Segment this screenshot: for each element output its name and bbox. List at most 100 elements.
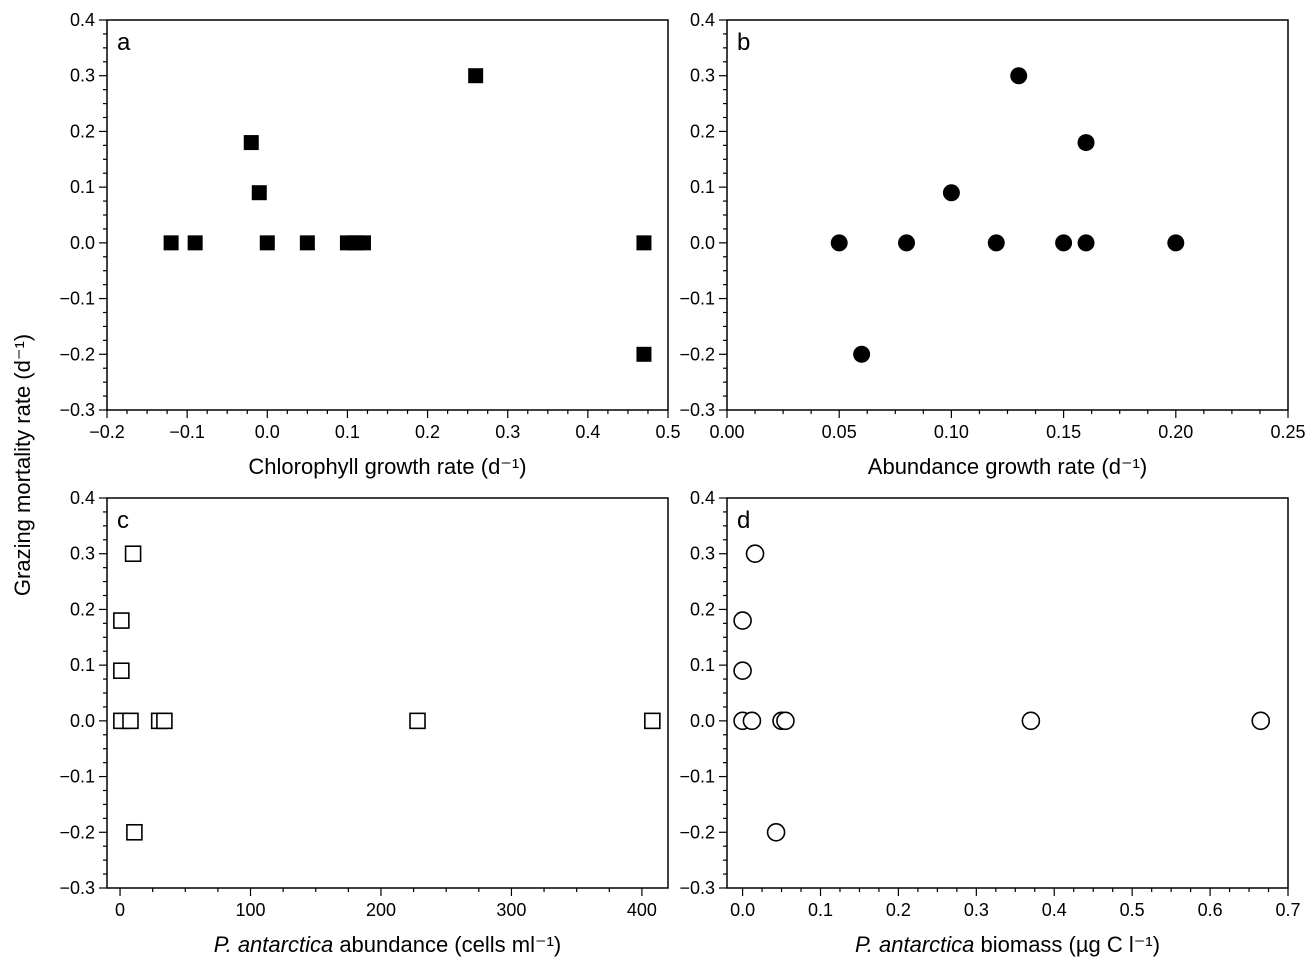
plot-frame [106, 497, 669, 889]
data-point [733, 611, 752, 630]
y-tick-label: −0.3 [59, 878, 95, 898]
panel-letter: a [117, 29, 131, 56]
data-point [1167, 234, 1185, 252]
y-tick-label: 0.0 [70, 711, 95, 731]
data-point [156, 712, 173, 730]
x-axis-label: P. antarctica abundance (cells ml⁻¹) [214, 932, 562, 957]
x-tick-label: 0.5 [1120, 900, 1145, 920]
data-point [898, 234, 916, 252]
plot-frame [726, 497, 1289, 889]
panel-letter: d [737, 507, 750, 534]
y-tick-label: −0.1 [679, 767, 715, 787]
x-tick-label: 0.4 [1042, 900, 1067, 920]
x-tick-label: −0.1 [169, 422, 205, 442]
panel-c: c −0.3 −0.2 −0.1 0.0 0.1 0.2 0.3 0.4 0 100 200 300 40… [59, 488, 669, 957]
data-point [113, 662, 130, 680]
x-tick-label: 0.10 [934, 422, 969, 442]
x-axis-label: Chlorophyll growth rate (d⁻¹) [248, 454, 526, 479]
y-tick-label: 0.3 [690, 544, 715, 564]
data-point [243, 135, 259, 151]
data-point [1077, 234, 1095, 252]
data-point [187, 235, 203, 251]
x-tick-label: 0.15 [1046, 422, 1081, 442]
panel-d: d −0.3 −0.2 −0.1 0.0 0.1 0.2 0.3 0.4 0.0 0.1 0.2 0.3… [679, 488, 1300, 957]
plot-frame [726, 19, 1289, 411]
y-tick-label: −0.3 [679, 878, 715, 898]
y-tick-label: 0.4 [690, 10, 715, 30]
data-point [733, 661, 752, 681]
y-tick-label: 0.2 [70, 121, 95, 141]
y-tick-label: −0.1 [679, 289, 715, 309]
data-point [251, 185, 267, 201]
x-tick-label: 0.1 [335, 422, 360, 442]
y-tick-label: 0.1 [690, 177, 715, 197]
shared-y-axis-label: Grazing mortality rate (d⁻¹) [10, 334, 35, 596]
x-tick-label: 100 [235, 900, 265, 920]
data-point [644, 712, 661, 730]
x-tick-label: −0.2 [89, 422, 125, 442]
panel-b: b −0.3 −0.2 −0.1 0.0 0.1 0.2 0.3 0.4 0.00 0.05 0.10… [679, 10, 1305, 479]
data-point [1251, 711, 1271, 731]
y-tick-label: 0.4 [70, 10, 95, 30]
x-axis-label: P. antarctica biomass (µg C l⁻¹) [855, 932, 1160, 957]
data-point [1010, 67, 1028, 85]
x-tick-label: 0.6 [1198, 900, 1223, 920]
data-point [122, 712, 139, 730]
y-tick-label: −0.1 [59, 767, 95, 787]
data-point [355, 235, 371, 251]
data-point [853, 345, 871, 363]
data-point [1077, 134, 1095, 152]
x-tick-label: 0.0 [730, 900, 755, 920]
y-tick-label: 0.2 [70, 599, 95, 619]
y-tick-label: −0.3 [59, 400, 95, 420]
y-tick-label: 0.2 [690, 121, 715, 141]
data-point [126, 823, 143, 841]
x-tick-label: 400 [627, 900, 657, 920]
x-tick-label: 0.3 [495, 422, 520, 442]
data-point [113, 612, 130, 629]
y-tick-label: 0.1 [70, 177, 95, 197]
data-point [1055, 234, 1073, 252]
x-tick-label: 0.7 [1275, 900, 1300, 920]
x-tick-label: 0.4 [575, 422, 600, 442]
x-tick-label: 0.20 [1158, 422, 1193, 442]
data-point [1021, 711, 1041, 731]
data-point [636, 235, 652, 251]
y-tick-label: 0.3 [70, 66, 95, 86]
data-point [468, 68, 484, 84]
y-tick-label: 0.4 [690, 488, 715, 508]
x-tick-label: 200 [366, 900, 396, 920]
y-tick-label: −0.3 [679, 400, 715, 420]
data-point [766, 822, 786, 842]
data-point [830, 234, 848, 252]
y-tick-label: 0.1 [690, 655, 715, 675]
data-point [163, 235, 179, 251]
y-tick-label: 0.0 [690, 233, 715, 253]
x-tick-label: 0.2 [415, 422, 440, 442]
data-point [299, 235, 315, 251]
x-tick-label: 0.05 [822, 422, 857, 442]
y-tick-label: 0.3 [70, 544, 95, 564]
data-point [942, 184, 960, 202]
x-tick-label: 0.1 [808, 900, 833, 920]
data-point [636, 346, 652, 362]
x-tick-label: 0.0 [255, 422, 280, 442]
y-tick-label: −0.2 [59, 344, 95, 364]
x-tick-label: 0.25 [1270, 422, 1305, 442]
data-point [124, 545, 142, 563]
panel-letter: b [737, 29, 750, 56]
x-axis-label: Abundance growth rate (d⁻¹) [868, 454, 1147, 479]
x-tick-label: 0.3 [964, 900, 989, 920]
y-tick-label: 0.1 [70, 655, 95, 675]
y-tick-label: 0.2 [690, 599, 715, 619]
data-point [742, 711, 762, 731]
x-tick-label: 300 [496, 900, 526, 920]
x-tick-label: 0.5 [655, 422, 680, 442]
y-tick-label: 0.0 [70, 233, 95, 253]
y-tick-label: 0.0 [690, 711, 715, 731]
y-tick-label: −0.1 [59, 289, 95, 309]
y-tick-label: −0.2 [59, 822, 95, 842]
plot-frame [106, 19, 669, 411]
y-tick-label: −0.2 [679, 822, 715, 842]
y-tick-label: −0.2 [679, 344, 715, 364]
